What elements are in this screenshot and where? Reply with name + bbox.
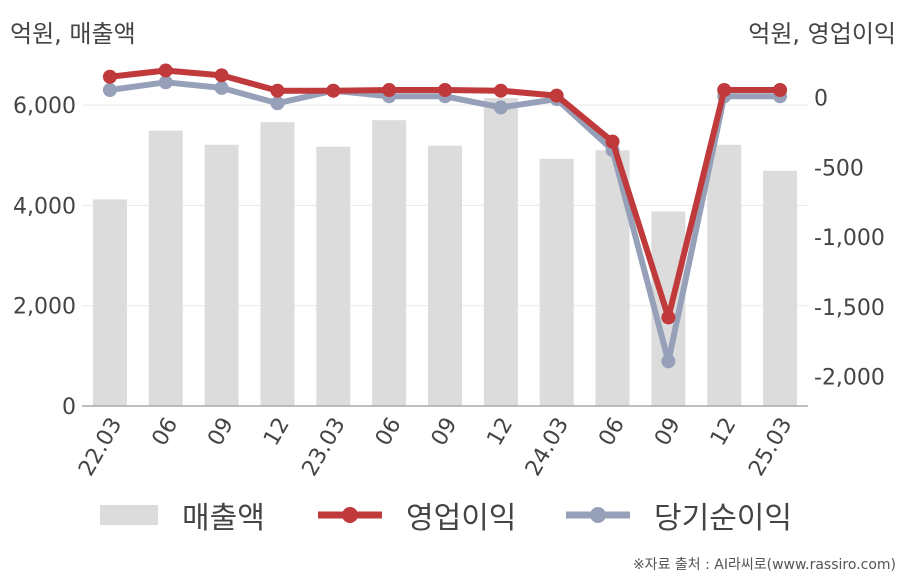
legend-item-operating-profit: 영업이익	[318, 490, 516, 540]
left-axis-unit: 억원, 매출액	[10, 20, 136, 48]
x-tick-label: 09	[650, 414, 686, 451]
net-income-point	[270, 96, 285, 111]
legend-item-net-income: 당기순이익	[566, 490, 792, 540]
legend-item-revenue: 매출액	[100, 490, 265, 540]
chart-canvas: 0 2,000 4,000 6,000 0 -500 -1,000 -1,500 -2,000 2…	[13, 63, 885, 481]
net-income-point	[214, 80, 229, 95]
legend-swatch-operating-profit	[318, 507, 382, 523]
x-tick-label: 12	[706, 414, 742, 451]
net-income-point	[661, 354, 676, 369]
revenue-bar	[92, 199, 127, 406]
x-tick-label: 06	[594, 414, 630, 451]
revenue-bar	[372, 120, 407, 406]
right-tick-label: -2,000	[814, 366, 885, 391]
right-axis-unit: 억원, 영업이익	[748, 20, 896, 48]
x-tick-label: 06	[371, 414, 407, 451]
net-income-point	[158, 75, 173, 90]
x-tick-label: 22.03	[74, 414, 127, 481]
x-tick-label: 24.03	[521, 414, 574, 481]
left-tick-label: 4,000	[13, 194, 76, 219]
legend: 매출액 영업이익 당기순이익	[0, 490, 908, 540]
operating-profit-point	[549, 88, 564, 103]
revenue-bar	[316, 146, 351, 406]
right-tick-label: -500	[814, 156, 864, 181]
left-tick-label: 0	[62, 395, 76, 420]
operating-profit-point	[326, 83, 341, 98]
legend-label-operating-profit: 영업이익	[406, 501, 517, 536]
legend-swatch-net-income	[566, 507, 630, 523]
right-tick-label: -1,000	[814, 226, 885, 251]
legend-swatch-revenue	[100, 505, 158, 525]
revenue-bar	[204, 144, 239, 406]
revenue-bar	[148, 130, 183, 406]
legend-label-net-income: 당기순이익	[654, 501, 792, 536]
operating-profit-point	[214, 68, 229, 83]
source-footer: ※자료 출처 : AI라씨로(www.rassiro.com)	[632, 557, 896, 573]
right-tick-label: -1,500	[814, 296, 885, 321]
revenue-bar	[763, 170, 798, 406]
net-income-point	[102, 82, 117, 97]
operating-profit-point	[158, 63, 173, 78]
operating-profit-point	[102, 69, 117, 84]
net-income-point	[493, 100, 508, 115]
revenue-bar	[707, 144, 742, 406]
x-tick-label: 12	[483, 414, 519, 451]
operating-profit-point	[605, 134, 620, 149]
right-tick-label: 0	[814, 87, 828, 112]
x-tick-label: 25.03	[744, 414, 797, 481]
operating-profit-point	[493, 83, 508, 98]
operating-profit-point	[661, 310, 676, 325]
operating-profit-point	[270, 83, 285, 98]
left-tick-label: 6,000	[13, 94, 76, 119]
x-tick-label: 09	[203, 414, 239, 451]
x-tick-label: 23.03	[298, 414, 351, 481]
operating-profit-point	[438, 82, 452, 97]
revenue-bar	[539, 158, 574, 406]
operating-profit-point	[773, 82, 788, 97]
x-tick-label: 09	[427, 414, 463, 451]
revenue-bar	[428, 145, 462, 406]
left-tick-label: 2,000	[13, 295, 76, 320]
revenue-bar	[483, 98, 518, 407]
operating-profit-point	[382, 82, 397, 97]
revenue-bar	[260, 122, 295, 406]
legend-label-revenue: 매출액	[182, 501, 265, 536]
operating-profit-point	[717, 82, 732, 97]
x-tick-label: 12	[259, 414, 295, 451]
x-tick-label: 06	[148, 414, 184, 451]
